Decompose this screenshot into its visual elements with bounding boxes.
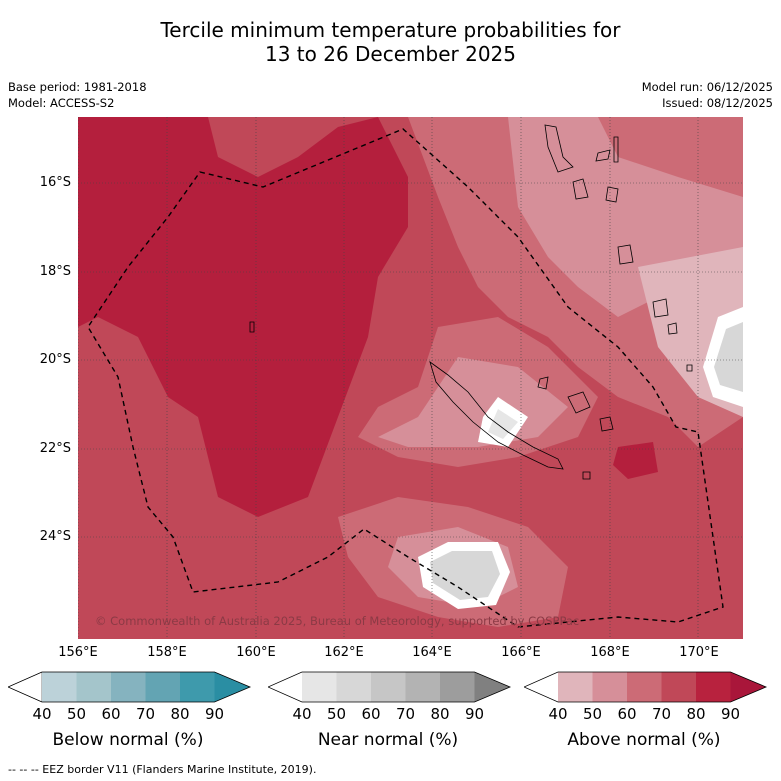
island-maewo — [613, 136, 619, 163]
near-normal-title: Near normal (%) — [317, 730, 459, 750]
island-ambae — [595, 149, 611, 162]
eez-footnote: -- -- -- EEZ border V11 (Flanders Marine… — [8, 763, 317, 776]
below-tick-70: 70 — [135, 705, 156, 723]
lon-label-168e: 168°E — [590, 645, 630, 660]
below-tick-40: 40 — [32, 705, 52, 723]
above-tick-50: 50 — [582, 705, 603, 723]
field-above-80-east-spot — [613, 442, 658, 479]
colorbar-below — [8, 671, 252, 703]
below-swatch-50-60 — [76, 672, 111, 702]
below-tick-50: 50 — [66, 705, 87, 723]
island-walpole — [582, 471, 591, 480]
map-copyright: © Commonwealth of Australia 2025, Bureau… — [95, 614, 580, 628]
map-svg — [78, 117, 743, 639]
near-normal-south — [430, 551, 500, 600]
lat-label-22s: 22°S — [39, 441, 71, 456]
above-tick-60: 60 — [617, 705, 637, 723]
title-line-2: 13 to 26 December 2025 — [264, 42, 516, 66]
near-tick-80: 80 — [430, 705, 450, 723]
below-tick-60: 60 — [101, 705, 121, 723]
below-swatch-70-80 — [145, 672, 180, 702]
above-tick-90: 90 — [720, 705, 741, 723]
meta-left: Base period: 1981-2018 Model: ACCESS-S2 — [8, 79, 147, 111]
lon-label-158e: 158°E — [147, 645, 187, 660]
near-swatch-under — [268, 672, 302, 702]
below-tick-90: 90 — [204, 705, 225, 723]
above-tick-40: 40 — [548, 705, 568, 723]
island-aneityum — [686, 364, 693, 372]
island-ambrym — [605, 186, 619, 203]
near-tick-90: 90 — [464, 705, 485, 723]
below-tick-80: 80 — [170, 705, 190, 723]
new-caledonia-coastline — [429, 360, 564, 470]
island-efate — [617, 244, 634, 265]
above-swatch-50-60 — [592, 672, 627, 702]
below-normal-title: Below normal (%) — [52, 730, 204, 750]
near-swatch-60-70 — [371, 672, 406, 702]
island-erromango — [652, 298, 669, 318]
meta-right: Model run: 06/12/2025 Issued: 08/12/2025 — [642, 79, 773, 111]
near-swatch-80-90 — [440, 672, 475, 702]
near-swatch-40-50 — [302, 672, 337, 702]
near-tick-60: 60 — [361, 705, 381, 723]
near-tick-70: 70 — [395, 705, 416, 723]
island-tanna — [667, 322, 678, 335]
lon-label-164e: 164°E — [412, 645, 452, 660]
near-tick-50: 50 — [326, 705, 347, 723]
above-swatch-40-50 — [558, 672, 593, 702]
base-period: Base period: 1981-2018 — [8, 80, 147, 94]
above-tick-80: 80 — [686, 705, 706, 723]
island-espiritu-santo — [544, 124, 574, 173]
above-normal-title: Above normal (%) — [567, 730, 721, 750]
lon-label-166e: 166°E — [501, 645, 541, 660]
island-malekula — [572, 178, 589, 200]
lon-label-160e: 160°E — [236, 645, 276, 660]
above-swatch-70-80 — [661, 672, 696, 702]
island-chesterfield — [249, 321, 255, 333]
colorbar-near — [268, 671, 512, 703]
near-swatch-50-60 — [336, 672, 371, 702]
eez-border — [87, 128, 724, 628]
field-above-80-west — [78, 117, 408, 517]
field-above-70-sw — [78, 347, 138, 557]
lon-label-156e: 156°E — [58, 645, 98, 660]
below-swatch-under — [8, 671, 43, 703]
chart-title: Tercile minimum temperature probabilitie… — [0, 18, 781, 66]
near-normal-east — [714, 322, 743, 392]
model-name: Model: ACCESS-S2 — [8, 96, 115, 110]
near-normal-central — [488, 409, 518, 439]
near-swatch-over — [474, 672, 510, 702]
lat-label-20s: 20°S — [39, 352, 71, 367]
above-swatch-under — [524, 672, 558, 702]
near-swatch-70-80 — [405, 672, 440, 702]
above-swatch-80-90 — [696, 672, 731, 702]
above-tick-70: 70 — [651, 705, 672, 723]
above-swatch-60-70 — [627, 672, 662, 702]
below-swatch-60-70 — [111, 672, 146, 702]
lon-label-162e: 162°E — [324, 645, 364, 660]
above-swatch-over — [730, 672, 766, 702]
lat-label-24s: 24°S — [39, 529, 71, 544]
below-swatch-over — [214, 672, 250, 702]
lat-label-16s: 16°S — [39, 175, 71, 190]
below-swatch-80-90 — [180, 672, 215, 702]
colorbar-above — [524, 671, 768, 703]
graticule — [78, 117, 743, 639]
model-run: Model run: 06/12/2025 — [641, 80, 773, 94]
island-ouvea — [537, 376, 549, 390]
island-mare — [599, 416, 614, 432]
issued-date: Issued: 08/12/2025 — [662, 96, 773, 110]
probability-map: © Commonwealth of Australia 2025, Bureau… — [78, 117, 743, 639]
island-lifou — [567, 391, 591, 414]
title-line-1: Tercile minimum temperature probabilitie… — [160, 18, 621, 42]
below-swatch-40-50 — [42, 672, 77, 702]
near-tick-40: 40 — [292, 705, 312, 723]
lon-label-170e: 170°E — [679, 645, 719, 660]
lat-label-18s: 18°S — [39, 264, 71, 279]
